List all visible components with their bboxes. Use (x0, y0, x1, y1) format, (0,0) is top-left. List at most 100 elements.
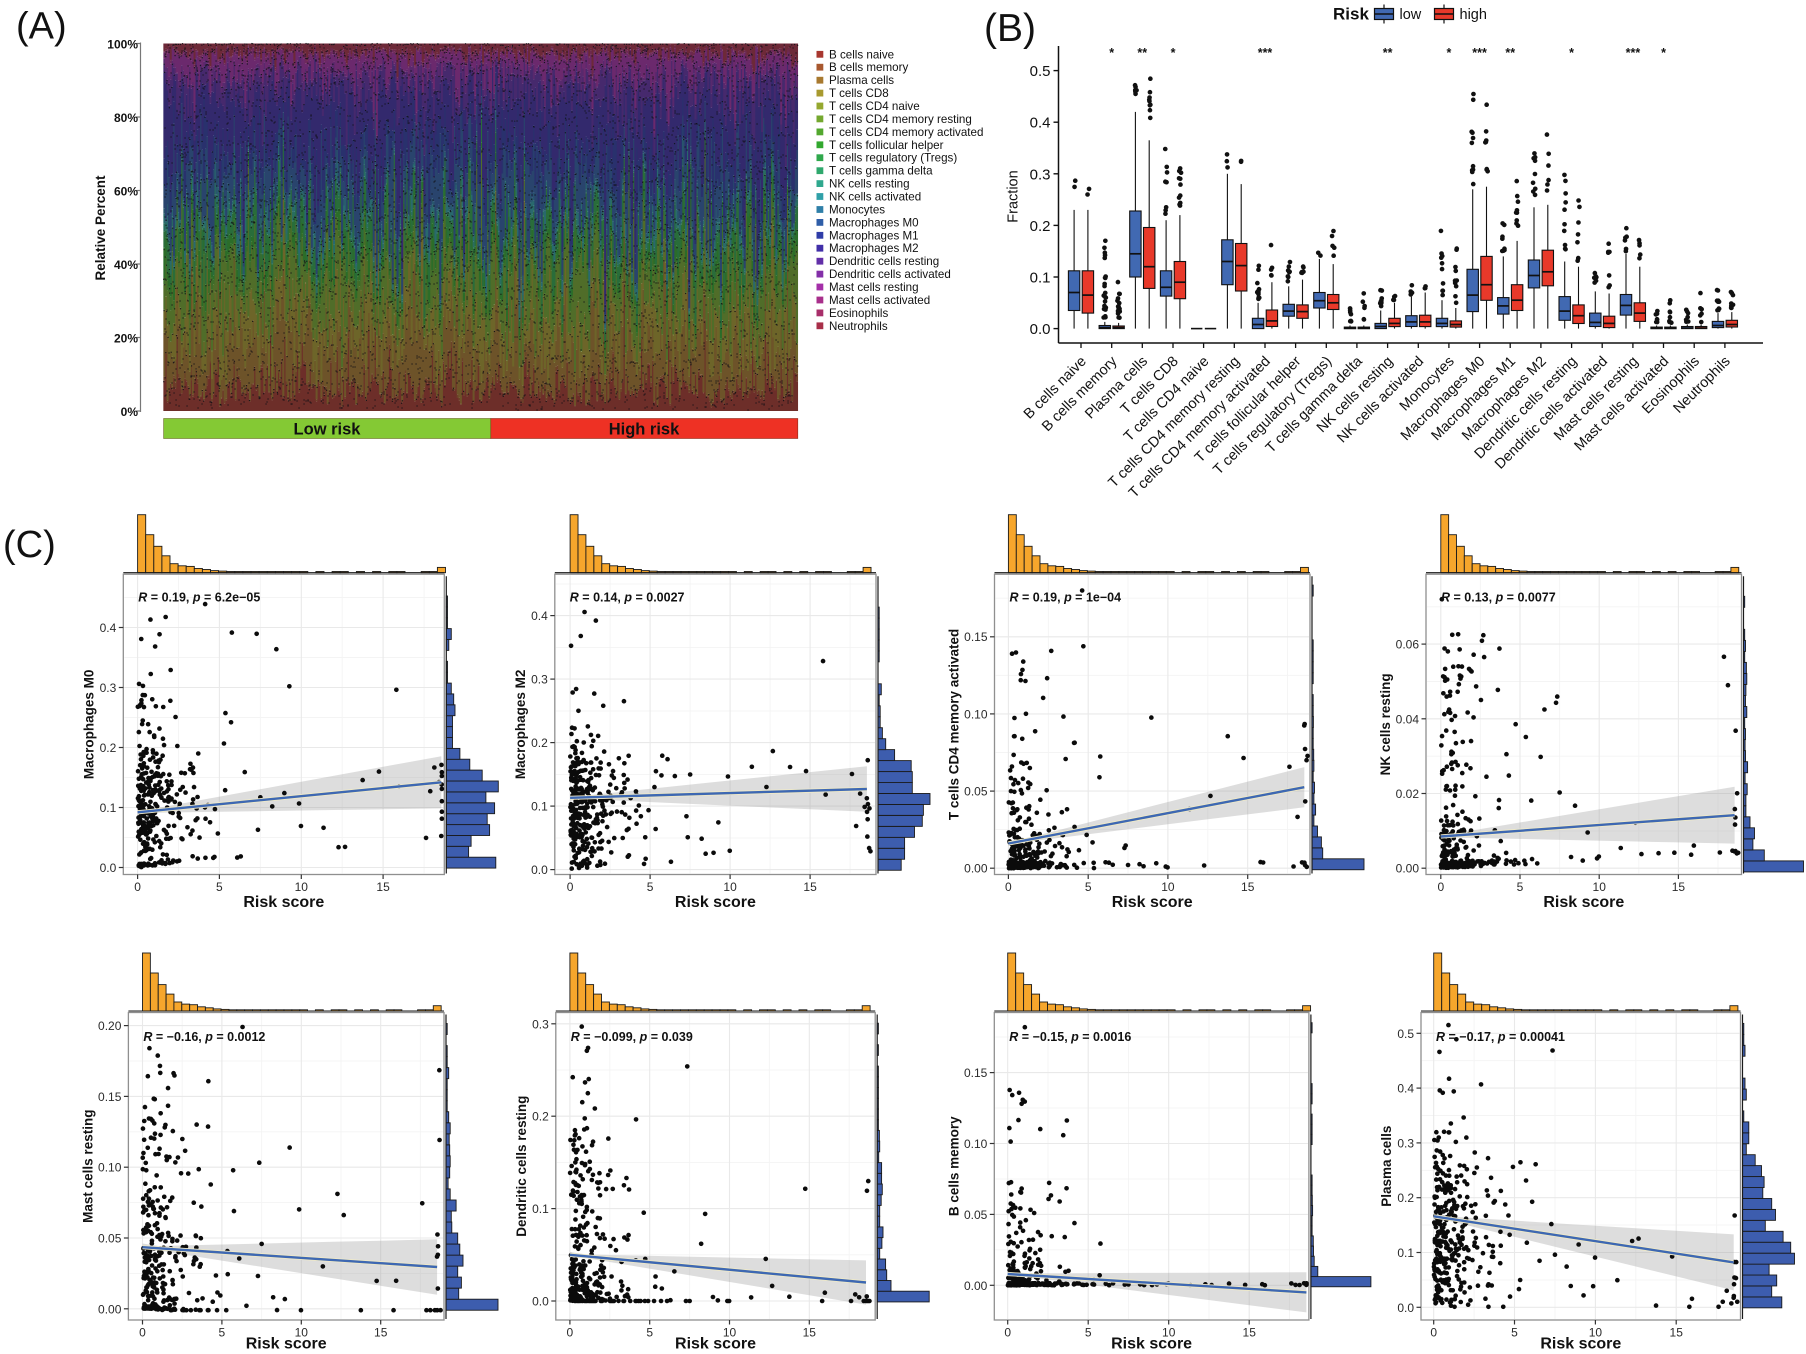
svg-text:Dendritic cells resting: Dendritic cells resting (829, 255, 939, 268)
svg-text:Macrophages M0: Macrophages M0 (829, 216, 919, 229)
svg-text:0.3: 0.3 (1030, 166, 1051, 183)
svg-text:Relative Percent: Relative Percent (93, 175, 108, 281)
svg-text:*: * (1171, 46, 1176, 60)
svg-text:0.0: 0.0 (532, 1295, 549, 1309)
svg-text:0.0: 0.0 (531, 863, 548, 877)
svg-text:0.15: 0.15 (98, 1090, 122, 1104)
svg-text:0.1: 0.1 (1397, 1246, 1414, 1260)
svg-text:T cells CD4 memory activated: T cells CD4 memory activated (829, 126, 983, 139)
svg-text:0.0: 0.0 (100, 861, 117, 875)
svg-text:40%: 40% (114, 258, 138, 272)
svg-text:0.2: 0.2 (100, 741, 117, 755)
svg-text:Mast cells activated: Mast cells activated (829, 294, 930, 307)
svg-text:10: 10 (295, 1326, 309, 1340)
svg-text:5: 5 (1517, 880, 1524, 894)
svg-text:0.10: 0.10 (964, 1137, 988, 1151)
svg-text:R = −0.17, p = 0.00041: R = −0.17, p = 0.00041 (1436, 1030, 1565, 1044)
svg-text:0.00: 0.00 (964, 862, 988, 876)
svg-text:0.0: 0.0 (1030, 321, 1051, 338)
svg-text:0.05: 0.05 (964, 1208, 988, 1222)
svg-text:***: *** (1258, 46, 1273, 60)
svg-text:0: 0 (1430, 1326, 1437, 1340)
svg-text:15: 15 (803, 880, 817, 894)
svg-text:0: 0 (567, 1326, 574, 1340)
svg-text:Neutrophils: Neutrophils (829, 320, 888, 333)
svg-text:T cells CD4 memory activated: T cells CD4 memory activated (947, 629, 962, 820)
svg-text:T cells CD8: T cells CD8 (829, 87, 889, 100)
svg-text:(A): (A) (16, 6, 67, 48)
svg-text:0.2: 0.2 (531, 736, 548, 750)
svg-text:**: ** (1137, 46, 1147, 60)
svg-text:0.05: 0.05 (964, 785, 988, 799)
svg-text:NK cells activated: NK cells activated (829, 191, 921, 204)
svg-text:100%: 100% (107, 37, 138, 51)
svg-text:0: 0 (1437, 880, 1444, 894)
svg-text:R = 0.14, p = 0.0027: R = 0.14, p = 0.0027 (570, 591, 685, 605)
svg-text:15: 15 (376, 880, 390, 894)
svg-text:Plasma cells: Plasma cells (829, 74, 894, 87)
svg-text:0.2: 0.2 (1397, 1191, 1414, 1205)
svg-text:High risk: High risk (609, 421, 680, 439)
svg-text:R = 0.19, p = 6.2e−05: R = 0.19, p = 6.2e−05 (138, 591, 260, 605)
svg-text:high: high (1460, 7, 1487, 23)
svg-text:Risk score: Risk score (1543, 894, 1624, 911)
svg-text:0.3: 0.3 (532, 1017, 549, 1031)
svg-text:0.1: 0.1 (531, 800, 548, 814)
svg-text:T cells gamma delta: T cells gamma delta (829, 165, 933, 178)
svg-text:20%: 20% (114, 331, 138, 345)
svg-text:0.00: 0.00 (964, 1279, 988, 1293)
svg-text:R = −0.15, p = 0.0016: R = −0.15, p = 0.0016 (1009, 1030, 1131, 1044)
svg-text:10: 10 (1593, 880, 1607, 894)
svg-text:5: 5 (1085, 1326, 1092, 1340)
svg-text:0.06: 0.06 (1396, 638, 1420, 652)
svg-text:Risk score: Risk score (675, 1336, 756, 1353)
svg-text:R = 0.19, p = 1e−04: R = 0.19, p = 1e−04 (1010, 591, 1122, 605)
svg-text:10: 10 (1161, 880, 1175, 894)
svg-text:0.15: 0.15 (964, 630, 988, 644)
svg-text:Risk score: Risk score (1112, 894, 1193, 911)
svg-text:R = −0.16, p = 0.0012: R = −0.16, p = 0.0012 (143, 1030, 265, 1044)
svg-text:***: *** (1626, 46, 1641, 60)
svg-text:10: 10 (723, 880, 737, 894)
svg-text:Risk: Risk (1333, 5, 1369, 24)
svg-text:Risk score: Risk score (1540, 1336, 1621, 1353)
svg-text:0.00: 0.00 (98, 1302, 122, 1316)
svg-text:Dendritic cells activated: Dendritic cells activated (829, 268, 951, 281)
svg-text:0: 0 (1005, 880, 1012, 894)
svg-text:10: 10 (295, 880, 309, 894)
svg-text:0.4: 0.4 (100, 621, 117, 635)
svg-text:0.05: 0.05 (98, 1232, 122, 1246)
svg-text:10: 10 (723, 1326, 737, 1340)
svg-text:15: 15 (374, 1326, 388, 1340)
svg-text:10: 10 (1162, 1326, 1176, 1340)
svg-text:0.1: 0.1 (532, 1202, 549, 1216)
svg-text:0.2: 0.2 (1030, 218, 1051, 235)
svg-text:0.0: 0.0 (1397, 1301, 1414, 1315)
svg-text:Macrophages M2: Macrophages M2 (829, 242, 919, 255)
svg-text:0.1: 0.1 (100, 801, 117, 815)
svg-text:0.3: 0.3 (100, 681, 117, 695)
svg-text:T cells regulatory (Tregs): T cells regulatory (Tregs) (829, 152, 957, 165)
svg-text:(C): (C) (3, 524, 56, 566)
svg-text:R = −0.099, p = 0.039: R = −0.099, p = 0.039 (571, 1030, 693, 1044)
svg-text:0.5: 0.5 (1397, 1027, 1414, 1041)
svg-text:15: 15 (1243, 1326, 1257, 1340)
svg-text:15: 15 (1672, 880, 1686, 894)
svg-text:5: 5 (219, 1326, 226, 1340)
svg-text:15: 15 (1241, 880, 1255, 894)
svg-text:15: 15 (1670, 1326, 1684, 1340)
svg-text:Mast cells resting: Mast cells resting (80, 1110, 95, 1223)
svg-text:Eosinophils: Eosinophils (829, 307, 888, 320)
svg-text:R = 0.13, p = 0.0077: R = 0.13, p = 0.0077 (1441, 591, 1556, 605)
svg-text:Risk score: Risk score (1111, 1336, 1192, 1353)
svg-text:0.2: 0.2 (532, 1110, 549, 1124)
svg-text:**: ** (1505, 46, 1515, 60)
svg-text:Macrophages M0: Macrophages M0 (81, 670, 96, 780)
svg-text:0.10: 0.10 (98, 1161, 122, 1175)
svg-text:Risk score: Risk score (246, 1336, 327, 1353)
svg-text:0.10: 0.10 (964, 707, 988, 721)
svg-text:0.02: 0.02 (1396, 787, 1420, 801)
svg-text:0: 0 (567, 880, 574, 894)
svg-text:NK cells resting: NK cells resting (1378, 673, 1393, 775)
svg-text:0.20: 0.20 (98, 1019, 122, 1033)
